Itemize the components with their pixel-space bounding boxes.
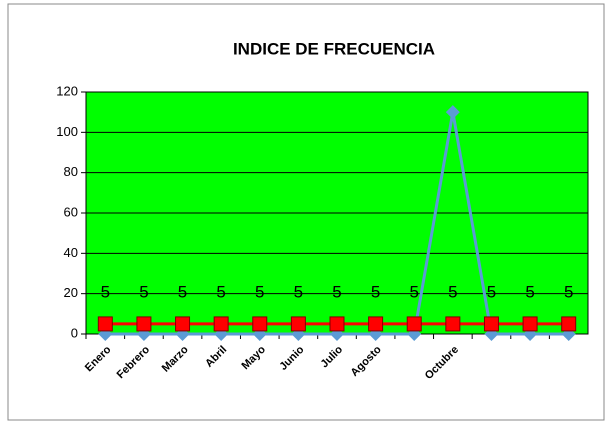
marker: [561, 316, 577, 332]
data-label: 5: [409, 282, 418, 301]
y-tick-label: 100: [56, 124, 78, 139]
marker: [252, 316, 268, 332]
y-tick-label: 0: [71, 325, 78, 340]
marker: [445, 105, 460, 120]
marker: [445, 316, 461, 332]
data-label: 5: [332, 282, 341, 301]
marker: [175, 316, 191, 332]
marker: [368, 316, 384, 332]
y-tick-label: 60: [64, 204, 78, 219]
marker: [406, 316, 422, 332]
data-label: 5: [294, 282, 303, 301]
data-label: 5: [101, 282, 110, 301]
data-label: 5: [139, 282, 148, 301]
marker: [97, 316, 113, 332]
data-label: 5: [178, 282, 187, 301]
marker: [329, 316, 345, 332]
chart-title: INDICE DE FRECUENCIA: [233, 39, 435, 58]
y-tick-label: 80: [64, 164, 78, 179]
marker: [522, 316, 538, 332]
marker: [213, 316, 229, 332]
marker: [483, 316, 499, 332]
data-label: 5: [371, 282, 380, 301]
marker: [136, 316, 152, 332]
y-tick-label: 20: [64, 285, 78, 300]
data-label: 5: [525, 282, 534, 301]
y-tick-label: 40: [64, 245, 78, 260]
data-label: 5: [255, 282, 264, 301]
data-label: 5: [448, 282, 457, 301]
data-label: 5: [564, 282, 573, 301]
y-tick-label: 120: [56, 83, 78, 98]
data-label: 5: [216, 282, 225, 301]
marker: [290, 316, 306, 332]
data-label: 5: [487, 282, 496, 301]
